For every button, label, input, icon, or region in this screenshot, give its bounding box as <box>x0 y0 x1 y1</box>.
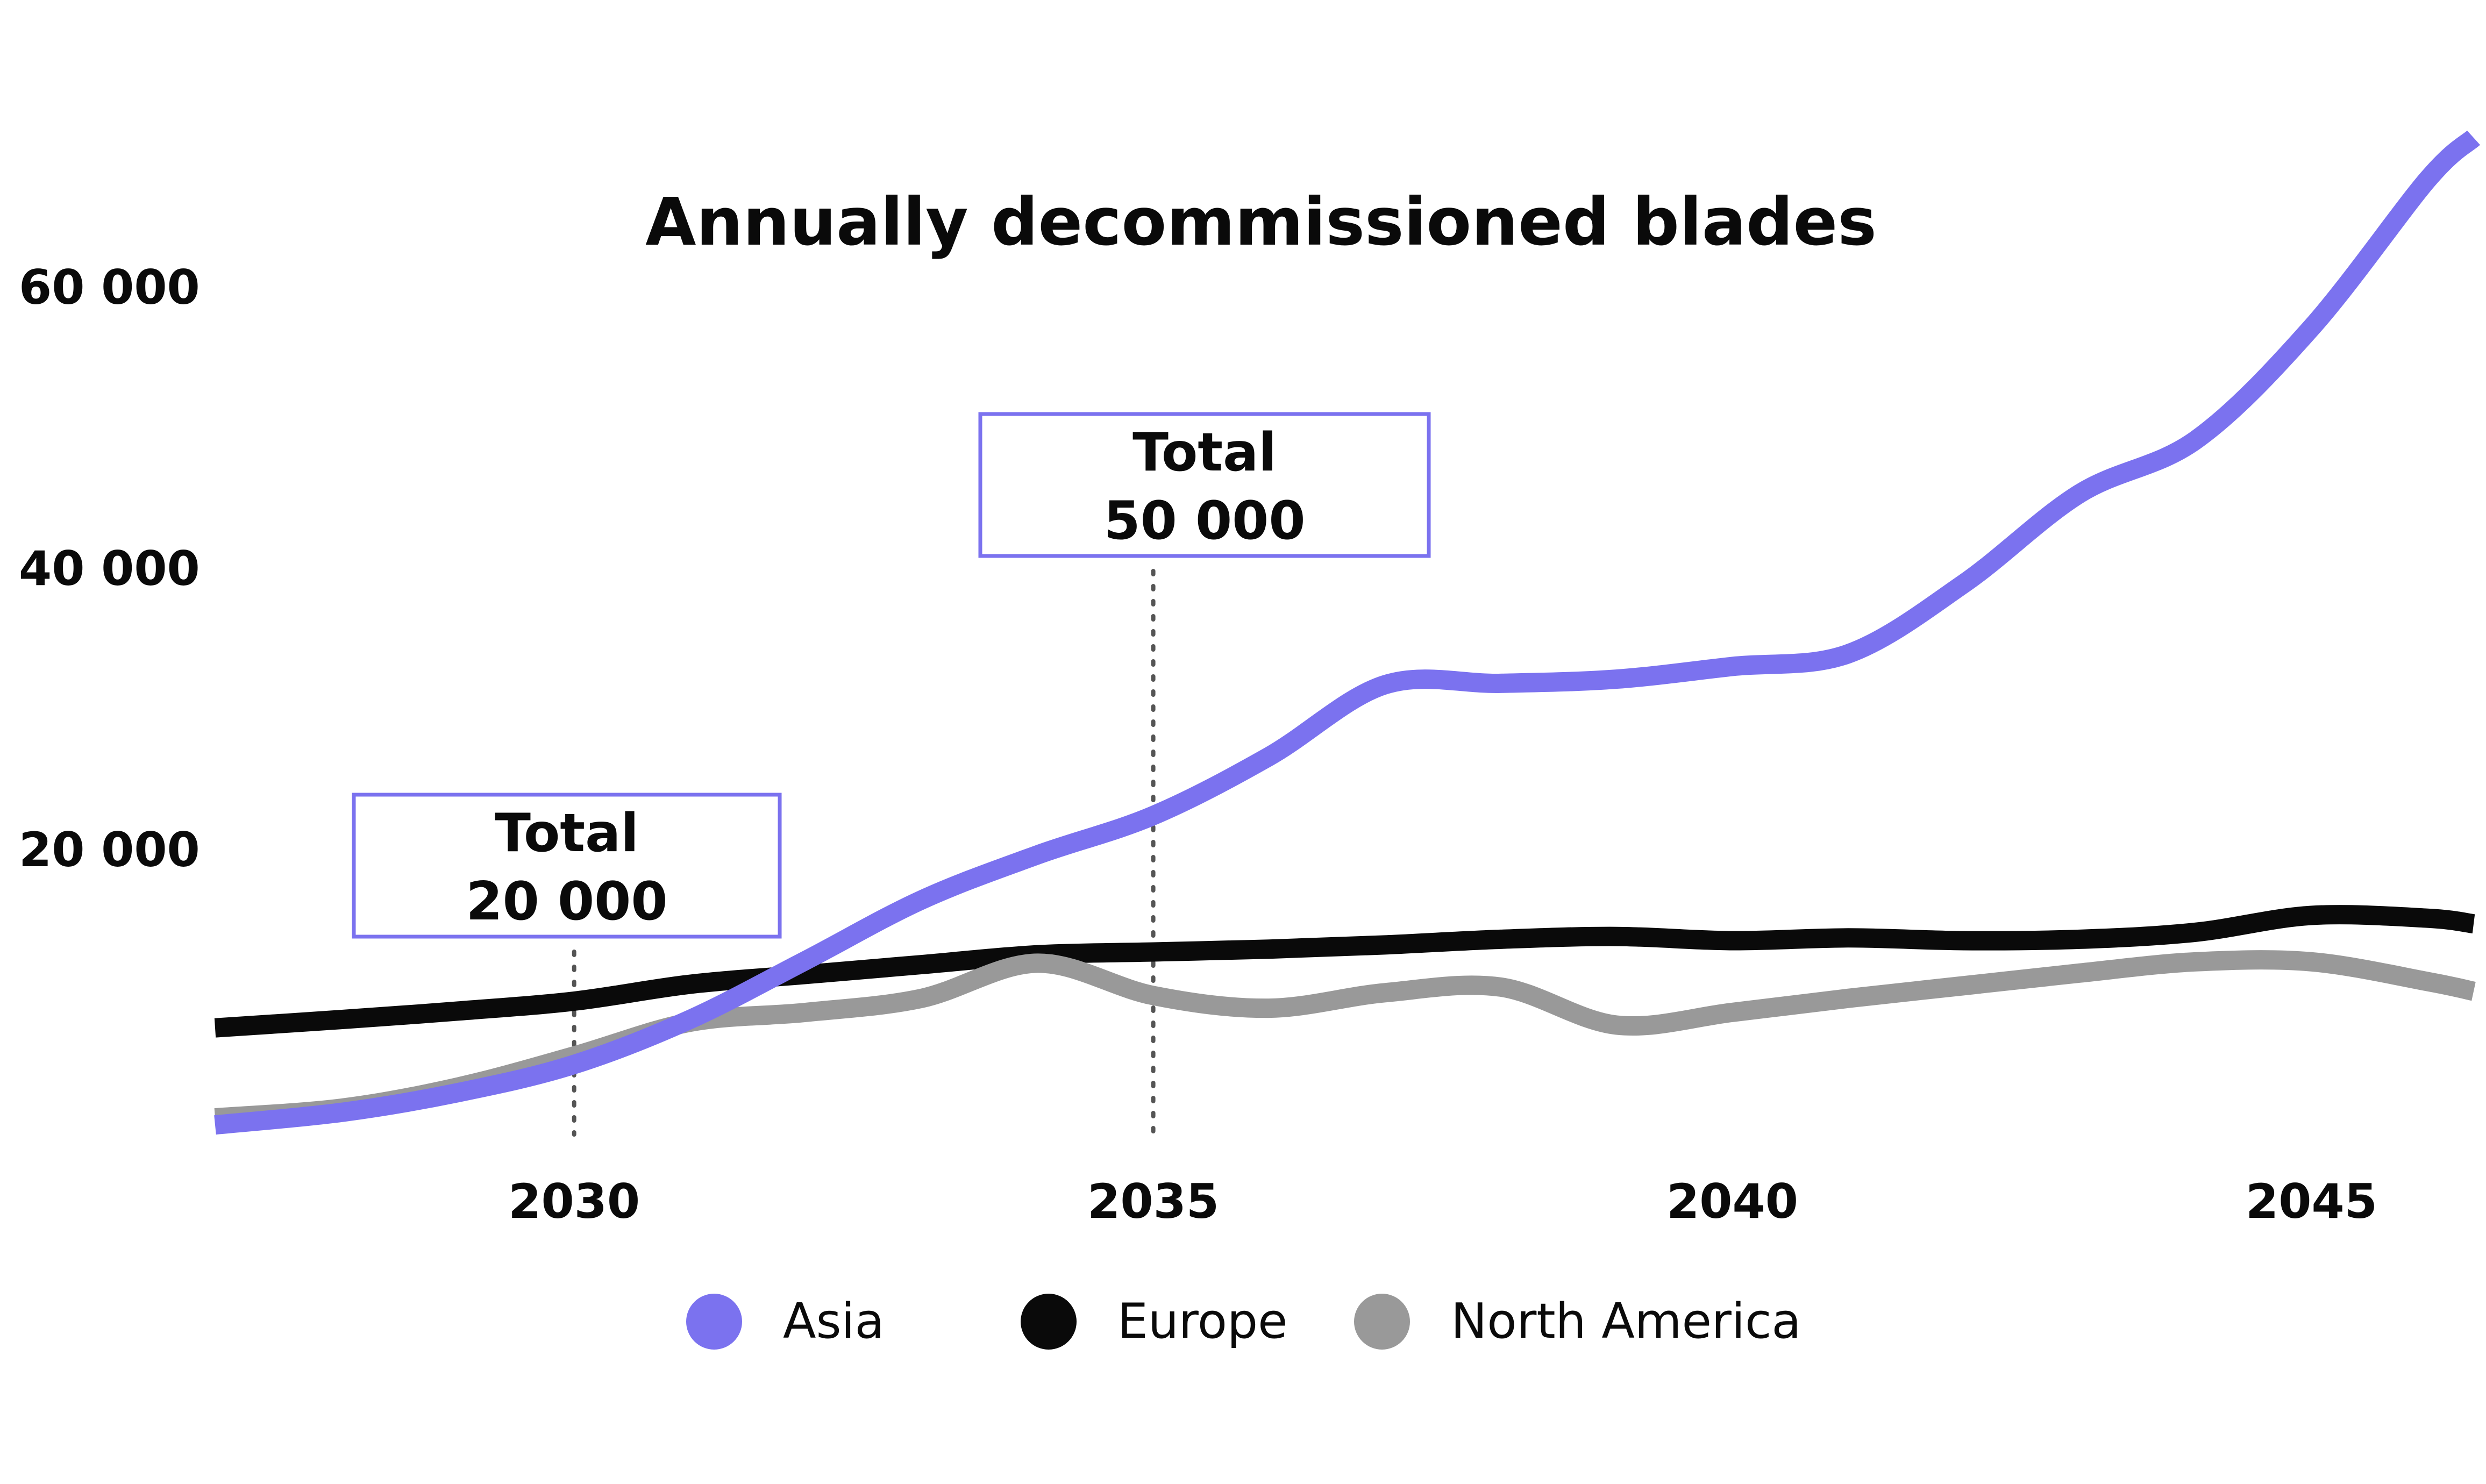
legend-label-north-america: North America <box>1451 1293 1801 1350</box>
annotation-label-0-line2: 20 000 <box>466 871 667 932</box>
x-tick-label: 2040 <box>1666 1174 1798 1229</box>
annotation-label-0-line1: Total <box>495 803 639 864</box>
y-tick-label: 60 000 <box>19 260 200 315</box>
x-tick-label: 2045 <box>2246 1174 2377 1229</box>
y-tick-label: 40 000 <box>19 541 200 596</box>
x-tick-label: 2035 <box>1087 1174 1219 1229</box>
legend-item-europe: Europe <box>1021 1293 1288 1350</box>
legend-label-asia: Asia <box>783 1293 885 1350</box>
annotation-label-1-line1: Total <box>1132 422 1277 483</box>
legend-marker-europe <box>1021 1294 1077 1350</box>
legend-item-north-america: North America <box>1354 1293 1801 1350</box>
legend-marker-asia <box>686 1294 742 1350</box>
annotation-box-0 <box>352 793 782 939</box>
annotation-box-1 <box>978 412 1431 558</box>
legend-label-europe: Europe <box>1117 1293 1288 1350</box>
chart-title: Annually decommissioned blades <box>645 184 1877 260</box>
x-tick-label: 2030 <box>508 1174 640 1229</box>
series-line-europe <box>214 905 2475 1038</box>
series-line-asia <box>214 130 2481 1135</box>
legend-marker-north-america <box>1354 1294 1410 1350</box>
y-tick-label: 20 000 <box>19 822 200 877</box>
legend-item-asia: Asia <box>686 1293 885 1350</box>
annotation-label-1-line2: 50 000 <box>1103 490 1305 552</box>
